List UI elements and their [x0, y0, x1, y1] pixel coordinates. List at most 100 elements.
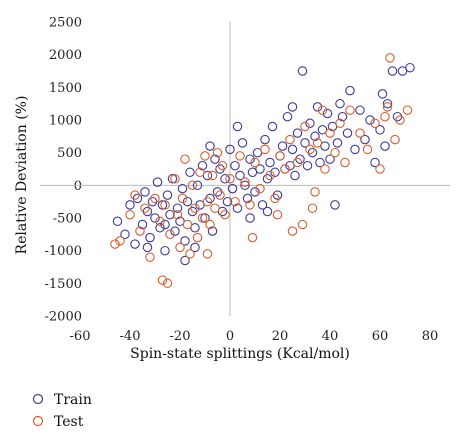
train-point	[210, 154, 220, 164]
train-point	[205, 141, 215, 151]
train-point	[190, 242, 200, 253]
test-point	[115, 236, 125, 246]
train-point	[297, 66, 308, 76]
x-tick-label: -20	[170, 329, 191, 344]
test-point	[355, 128, 365, 138]
train-point	[257, 200, 268, 210]
train-point	[167, 174, 178, 184]
x-tick-label: 20	[272, 329, 289, 344]
train-point	[342, 128, 353, 138]
train-point	[322, 108, 333, 119]
test-point	[220, 209, 230, 220]
y-tick-label: 0	[74, 179, 82, 194]
train-point	[260, 134, 270, 145]
train-point	[387, 66, 398, 76]
test-point	[110, 239, 120, 249]
test-point	[195, 167, 205, 178]
train-point	[270, 167, 280, 178]
train-point	[172, 203, 183, 213]
test-point	[170, 174, 180, 184]
train-point	[380, 141, 390, 151]
test-point	[305, 144, 315, 155]
train-point	[142, 242, 153, 253]
test-point	[135, 226, 145, 236]
test-point	[292, 157, 303, 168]
train-point	[182, 196, 193, 207]
test-point	[180, 154, 190, 164]
train-point	[207, 226, 218, 236]
train-point	[267, 121, 278, 132]
test-point	[230, 196, 240, 207]
train-point	[332, 138, 343, 148]
x-tick-label: -40	[120, 329, 141, 344]
train-point	[225, 144, 235, 155]
train-point	[242, 193, 253, 204]
train-point	[365, 115, 375, 125]
train-point	[355, 105, 365, 115]
test-point	[260, 144, 270, 155]
test-point	[335, 118, 345, 129]
test-point	[192, 232, 203, 243]
train-point	[307, 147, 318, 158]
test-point	[197, 213, 208, 223]
test-point	[287, 226, 298, 236]
y-tick-label: 2000	[49, 48, 82, 63]
legend: Train Test	[32, 392, 92, 430]
train-point	[170, 226, 180, 236]
test-point	[280, 164, 290, 174]
train-point	[222, 196, 233, 207]
train-point	[120, 229, 130, 240]
train-point	[315, 157, 325, 168]
train-point	[185, 167, 195, 178]
train-point	[290, 170, 300, 181]
test-point	[255, 183, 265, 194]
train-point	[262, 174, 273, 184]
y-tick-label: -1500	[45, 277, 82, 292]
test-point	[272, 209, 283, 220]
test-point	[202, 196, 213, 207]
train-point	[262, 206, 273, 217]
train-point	[215, 164, 225, 174]
y-tick-label: 1500	[49, 81, 82, 96]
train-point	[180, 255, 190, 266]
train-point	[132, 193, 143, 204]
test-point	[140, 203, 150, 213]
test-point	[312, 138, 323, 148]
test-point	[150, 193, 160, 204]
test-point	[130, 190, 140, 200]
train-point	[152, 177, 163, 187]
train-point	[325, 154, 335, 164]
train-point	[312, 102, 323, 112]
test-point	[175, 242, 185, 253]
test-point	[185, 249, 195, 259]
y-axis-ticks: 2500 2000 1500 1000 500 0 -500 -1000 -1500 -2000	[45, 16, 82, 325]
train-point	[277, 141, 288, 151]
test-point	[210, 203, 220, 213]
test-point	[207, 170, 218, 181]
y-axis-title: Relative Deviation (%)	[14, 96, 30, 255]
test-point	[362, 144, 373, 155]
test-point	[402, 105, 413, 115]
test-point	[317, 105, 328, 115]
train-point	[197, 160, 208, 171]
test-point	[190, 203, 200, 213]
train-point	[205, 193, 215, 204]
test-point	[245, 200, 255, 210]
test-point	[182, 219, 193, 230]
train-point	[230, 160, 240, 171]
train-point	[265, 157, 275, 168]
x-tick-label: 40	[322, 329, 339, 344]
train-point	[137, 219, 148, 230]
test-point	[215, 190, 225, 200]
test-point	[385, 53, 395, 63]
train-point	[160, 245, 170, 256]
x-axis-title: Spin-state splittings (Kcal/mol)	[130, 346, 350, 362]
x-tick-label: 0	[226, 329, 234, 344]
test-point	[250, 157, 260, 168]
train-point	[125, 200, 135, 210]
train-point	[150, 213, 160, 223]
train-point	[232, 203, 243, 213]
train-point	[375, 125, 385, 135]
test-point	[390, 134, 400, 145]
